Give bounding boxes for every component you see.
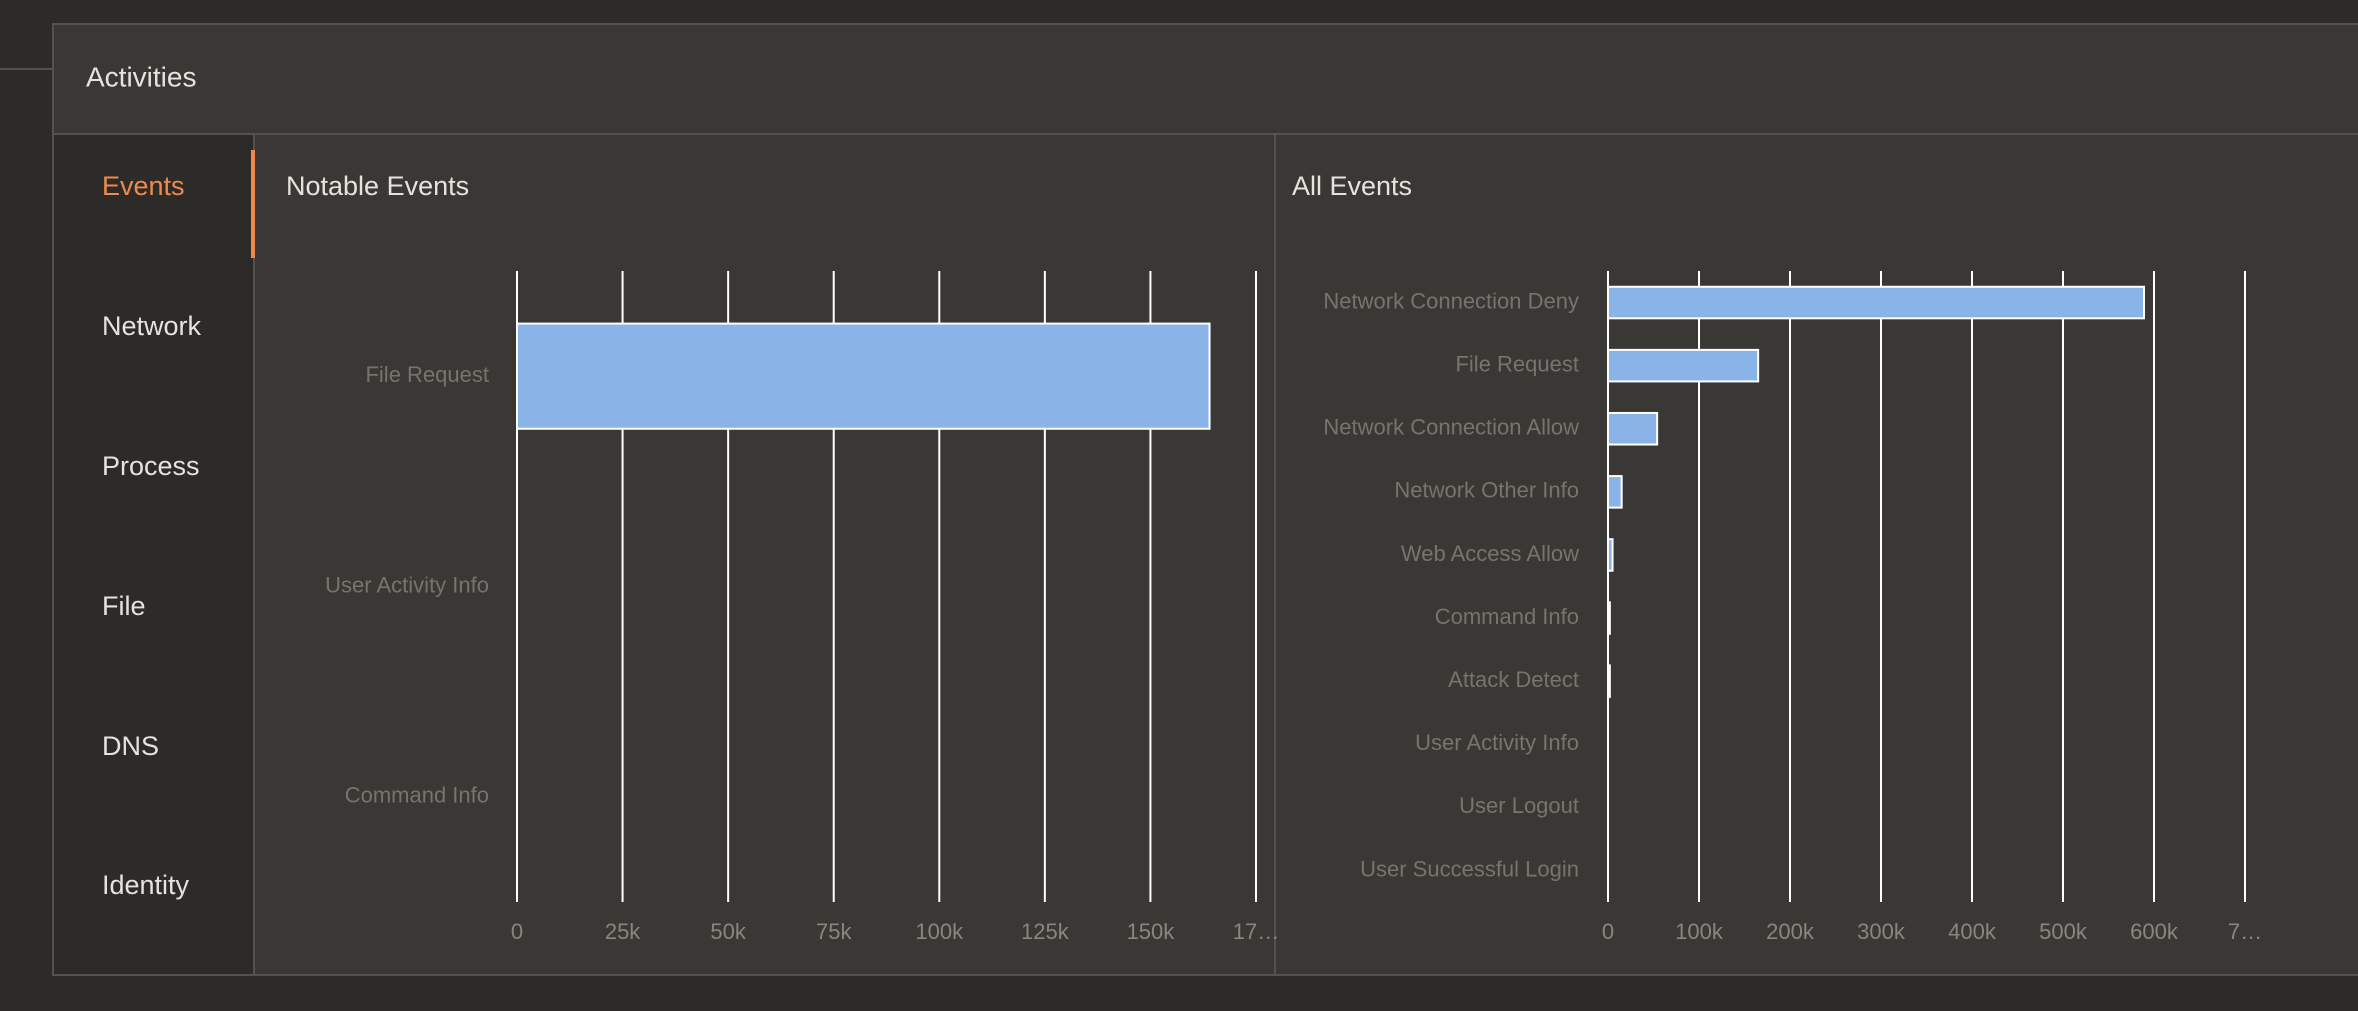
x-tick-label: 0 xyxy=(511,919,523,944)
category-label: User Successful Login xyxy=(1360,856,1579,881)
bar xyxy=(1607,285,2145,320)
bar xyxy=(1607,538,1614,572)
category-label: Attack Detect xyxy=(1448,667,1579,692)
x-tick-label: 100k xyxy=(915,919,964,944)
category-label: User Logout xyxy=(1459,793,1579,818)
chart-title: Notable Events xyxy=(286,171,469,201)
nav-tab[interactable]: Process xyxy=(102,451,200,481)
category-label: Web Access Allow xyxy=(1401,541,1579,566)
bar xyxy=(1607,601,1611,635)
x-tick-label: 75k xyxy=(816,919,852,944)
nav-tab[interactable]: Events xyxy=(102,171,185,201)
x-tick-label: 400k xyxy=(1948,919,1997,944)
category-label: Network Other Info xyxy=(1394,478,1579,503)
bar xyxy=(516,322,1211,430)
x-tick-label: 50k xyxy=(710,919,746,944)
x-tick-label: 125k xyxy=(1021,919,1070,944)
category-label: User Activity Info xyxy=(1415,730,1579,755)
x-tick-label: 7… xyxy=(2228,919,2262,944)
category-label: Network Connection Allow xyxy=(1323,415,1579,440)
x-tick-label: 0 xyxy=(1602,919,1614,944)
nav-tab[interactable]: Identity xyxy=(102,870,190,900)
x-tick-label: 17… xyxy=(1233,919,1279,944)
category-label: Command Info xyxy=(1435,604,1579,629)
nav-tab[interactable]: Network xyxy=(102,311,202,341)
category-label: User Activity Info xyxy=(325,572,489,597)
bar xyxy=(1607,348,1760,383)
nav-tab[interactable]: File xyxy=(102,591,146,621)
chart-title: All Events xyxy=(1292,171,1412,201)
bar xyxy=(1607,475,1623,509)
active-tab-indicator xyxy=(251,150,255,258)
panel-title: Activities xyxy=(86,61,196,92)
category-label: File Request xyxy=(1455,351,1579,376)
bar xyxy=(1607,411,1659,446)
x-tick-label: 500k xyxy=(2039,919,2088,944)
sidebar xyxy=(54,135,253,974)
category-label: Command Info xyxy=(345,783,489,808)
x-tick-label: 600k xyxy=(2130,919,2179,944)
category-label: Network Connection Deny xyxy=(1323,288,1579,313)
x-tick-label: 200k xyxy=(1766,919,1815,944)
panel xyxy=(52,23,2358,976)
x-tick-label: 150k xyxy=(1127,919,1176,944)
x-tick-label: 100k xyxy=(1675,919,1724,944)
x-tick-label: 25k xyxy=(605,919,641,944)
nav-tab[interactable]: DNS xyxy=(102,731,159,761)
bar xyxy=(1607,664,1611,698)
category-label: File Request xyxy=(365,362,489,387)
x-tick-label: 300k xyxy=(1857,919,1906,944)
